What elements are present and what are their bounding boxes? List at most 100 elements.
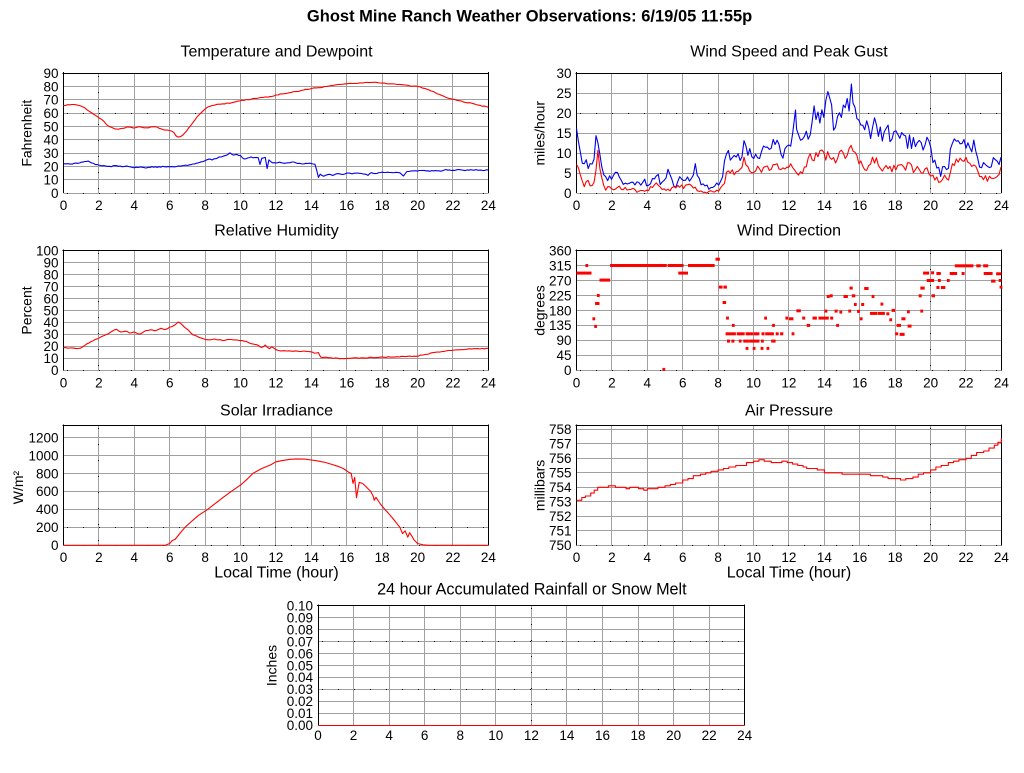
svg-text:0: 0	[60, 376, 68, 391]
svg-text:0.00: 0.00	[287, 718, 313, 733]
svg-text:22: 22	[958, 376, 973, 391]
svg-text:15: 15	[556, 126, 571, 141]
svg-text:0: 0	[51, 186, 59, 201]
svg-text:10: 10	[233, 550, 248, 565]
svg-text:24 hour Accumulated Rainfall o: 24 hour Accumulated Rainfall or Snow Mel…	[377, 581, 687, 599]
svg-text:Temperature and Dewpoint: Temperature and Dewpoint	[180, 44, 373, 61]
svg-text:10: 10	[488, 728, 503, 743]
svg-text:757: 757	[549, 437, 572, 452]
svg-text:22: 22	[702, 728, 717, 743]
svg-text:0.06: 0.06	[287, 646, 313, 661]
svg-text:4: 4	[131, 198, 139, 213]
svg-text:10: 10	[746, 376, 761, 391]
svg-text:20: 20	[666, 728, 681, 743]
svg-text:90: 90	[556, 333, 571, 348]
svg-text:6: 6	[679, 198, 687, 213]
svg-text:24: 24	[481, 550, 497, 565]
svg-text:20: 20	[43, 339, 58, 354]
svg-text:0: 0	[573, 550, 581, 565]
svg-text:12: 12	[268, 376, 283, 391]
svg-text:45: 45	[556, 348, 571, 363]
svg-text:50: 50	[43, 119, 58, 134]
svg-text:20: 20	[43, 159, 58, 174]
svg-text:315: 315	[549, 258, 572, 273]
svg-text:2: 2	[350, 728, 358, 743]
svg-text:2: 2	[95, 550, 103, 565]
svg-text:0: 0	[51, 363, 59, 378]
svg-text:0.01: 0.01	[287, 706, 313, 721]
svg-text:miles/hour: miles/hour	[532, 101, 548, 166]
svg-text:60: 60	[43, 106, 58, 121]
svg-text:Air Pressure: Air Pressure	[745, 403, 833, 420]
svg-text:6: 6	[421, 728, 429, 743]
svg-text:180: 180	[549, 303, 572, 318]
svg-text:0.05: 0.05	[287, 658, 313, 673]
svg-text:8: 8	[714, 550, 722, 565]
svg-text:18: 18	[375, 550, 390, 565]
svg-text:14: 14	[304, 376, 320, 391]
svg-text:360: 360	[549, 243, 572, 258]
svg-text:24: 24	[737, 728, 753, 743]
svg-text:10: 10	[43, 173, 58, 188]
svg-text:12: 12	[781, 376, 796, 391]
svg-text:70: 70	[43, 279, 58, 294]
svg-text:0.08: 0.08	[287, 622, 313, 637]
svg-text:24: 24	[481, 376, 497, 391]
svg-text:6: 6	[679, 376, 687, 391]
svg-text:200: 200	[36, 520, 59, 535]
svg-text:0.10: 0.10	[287, 598, 313, 613]
svg-text:Ghost Mine Ranch Weather Obser: Ghost Mine Ranch Weather Observations: 6…	[307, 8, 752, 26]
svg-text:4: 4	[131, 376, 139, 391]
svg-text:W/m²: W/m²	[10, 470, 26, 504]
svg-text:2: 2	[608, 376, 616, 391]
svg-text:12: 12	[268, 550, 283, 565]
svg-text:12: 12	[781, 550, 796, 565]
svg-text:4: 4	[385, 728, 393, 743]
svg-text:16: 16	[852, 376, 867, 391]
svg-text:0: 0	[564, 363, 572, 378]
svg-text:22: 22	[445, 376, 460, 391]
svg-text:2: 2	[95, 376, 103, 391]
svg-text:16: 16	[339, 198, 354, 213]
svg-text:225: 225	[549, 288, 572, 303]
svg-text:2: 2	[95, 198, 103, 213]
svg-text:4: 4	[644, 550, 652, 565]
svg-text:400: 400	[36, 502, 59, 517]
svg-text:751: 751	[549, 524, 572, 539]
svg-text:24: 24	[481, 198, 497, 213]
svg-text:30: 30	[556, 66, 571, 81]
svg-text:80: 80	[43, 79, 58, 94]
svg-text:Percent: Percent	[19, 286, 35, 334]
svg-text:14: 14	[817, 550, 833, 565]
svg-text:Fahrenheit: Fahrenheit	[19, 100, 35, 167]
svg-text:Solar Irradiance: Solar Irradiance	[220, 403, 333, 420]
svg-text:millibars: millibars	[532, 460, 548, 511]
svg-text:22: 22	[958, 198, 973, 213]
svg-text:20: 20	[410, 376, 425, 391]
svg-text:Inches: Inches	[263, 645, 279, 686]
svg-text:4: 4	[131, 550, 139, 565]
svg-text:70: 70	[43, 93, 58, 108]
svg-text:1000: 1000	[28, 448, 58, 463]
svg-text:14: 14	[559, 728, 575, 743]
svg-text:0.09: 0.09	[287, 610, 313, 625]
svg-text:24: 24	[994, 550, 1010, 565]
svg-text:6: 6	[679, 550, 687, 565]
svg-text:100: 100	[36, 243, 59, 258]
svg-text:2: 2	[608, 198, 616, 213]
svg-text:24: 24	[994, 198, 1010, 213]
svg-text:degrees: degrees	[532, 285, 548, 336]
svg-text:756: 756	[549, 451, 572, 466]
svg-text:40: 40	[43, 133, 58, 148]
svg-text:10: 10	[746, 198, 761, 213]
svg-text:16: 16	[595, 728, 610, 743]
svg-text:755: 755	[549, 466, 572, 481]
svg-text:Local Time (hour): Local Time (hour)	[214, 564, 339, 581]
svg-text:20: 20	[923, 550, 938, 565]
svg-text:4: 4	[644, 376, 652, 391]
svg-text:16: 16	[339, 550, 354, 565]
svg-text:10: 10	[746, 550, 761, 565]
svg-text:20: 20	[923, 198, 938, 213]
svg-text:40: 40	[43, 315, 58, 330]
svg-text:8: 8	[456, 728, 464, 743]
